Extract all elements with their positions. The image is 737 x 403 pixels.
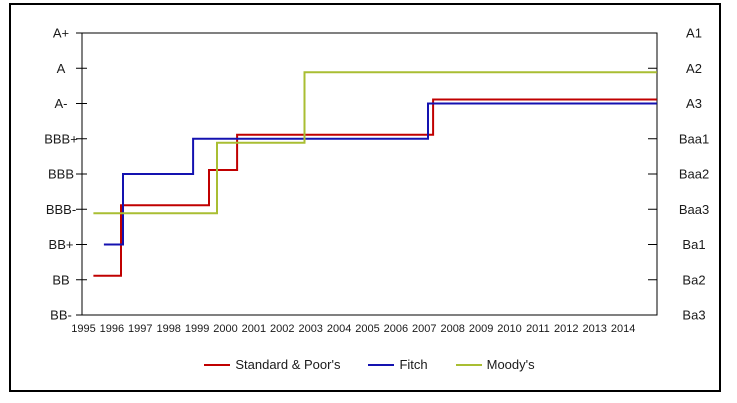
y-axis-right-label: Baa3 xyxy=(679,202,709,217)
series-line-moody-s xyxy=(93,71,657,215)
legend-label-fitch: Fitch xyxy=(399,357,428,372)
legend-line-sample-standard-poor-s xyxy=(204,364,231,366)
y-axis-left-label: BBB+ xyxy=(44,131,78,146)
y-axis-left-label: BBB xyxy=(48,167,74,182)
y-axis-right-label: Ba1 xyxy=(682,237,705,252)
y-axis-right-label: A1 xyxy=(686,26,702,41)
y-axis-left-label: BBB- xyxy=(46,202,76,217)
y-axis-left-label: A- xyxy=(55,96,68,111)
chart-border xyxy=(9,3,721,392)
x-axis-label: 2009 xyxy=(469,323,493,335)
x-axis-label: 2004 xyxy=(327,323,351,335)
y-axis-left-label: A xyxy=(57,61,66,76)
series-line-fitch xyxy=(103,102,657,246)
legend-label-moody-s: Moody's xyxy=(486,357,535,372)
x-axis-label: 2014 xyxy=(611,323,635,335)
x-axis-label: 1999 xyxy=(185,323,209,335)
x-axis-label: 2011 xyxy=(526,323,550,335)
legend-label-standard-poor-s: Standard & Poor's xyxy=(235,357,341,372)
y-axis-left-label: BB xyxy=(52,272,69,287)
x-axis-label: 1997 xyxy=(128,323,152,335)
x-axis-label: 2012 xyxy=(554,323,578,335)
y-axis-right-label: Ba2 xyxy=(682,272,705,287)
legend-line-sample-moody-s xyxy=(455,364,482,366)
x-axis-label: 2001 xyxy=(242,323,266,335)
legend-item-standard-poor-s: Standard & Poor's xyxy=(204,355,340,375)
x-axis-label: 1998 xyxy=(156,323,180,335)
legend-item-moody-s: Moody's xyxy=(455,355,535,375)
legend-item-fitch: Fitch xyxy=(368,355,428,375)
x-axis-label: 2006 xyxy=(384,323,408,335)
series-line-standard-poor-s xyxy=(93,98,657,277)
legend: Standard & Poor's Fitch Moody's xyxy=(82,355,657,375)
y-axis-right-label: A2 xyxy=(686,61,702,76)
x-axis-label: 1995 xyxy=(71,323,95,335)
x-axis-label: 2000 xyxy=(213,323,237,335)
y-axis-right-label: Baa1 xyxy=(679,131,709,146)
x-axis-label: 2003 xyxy=(298,323,322,335)
x-axis-label: 1996 xyxy=(100,323,124,335)
x-axis-label: 2005 xyxy=(355,323,379,335)
x-axis-label: 2008 xyxy=(440,323,464,335)
y-axis-left-label: A+ xyxy=(53,26,69,41)
y-axis-right-label: Ba3 xyxy=(682,308,705,323)
y-axis-left-label: BB+ xyxy=(49,237,74,252)
x-axis-label: 2002 xyxy=(270,323,294,335)
y-axis-right-label: A3 xyxy=(686,96,702,111)
y-axis-left-label: BB- xyxy=(50,308,72,323)
legend-line-sample-fitch xyxy=(368,364,395,366)
x-axis-label: 2007 xyxy=(412,323,436,335)
x-axis-label: 2010 xyxy=(497,323,521,335)
y-axis-right-label: Baa2 xyxy=(679,167,709,182)
x-axis-label: 2013 xyxy=(582,323,606,335)
